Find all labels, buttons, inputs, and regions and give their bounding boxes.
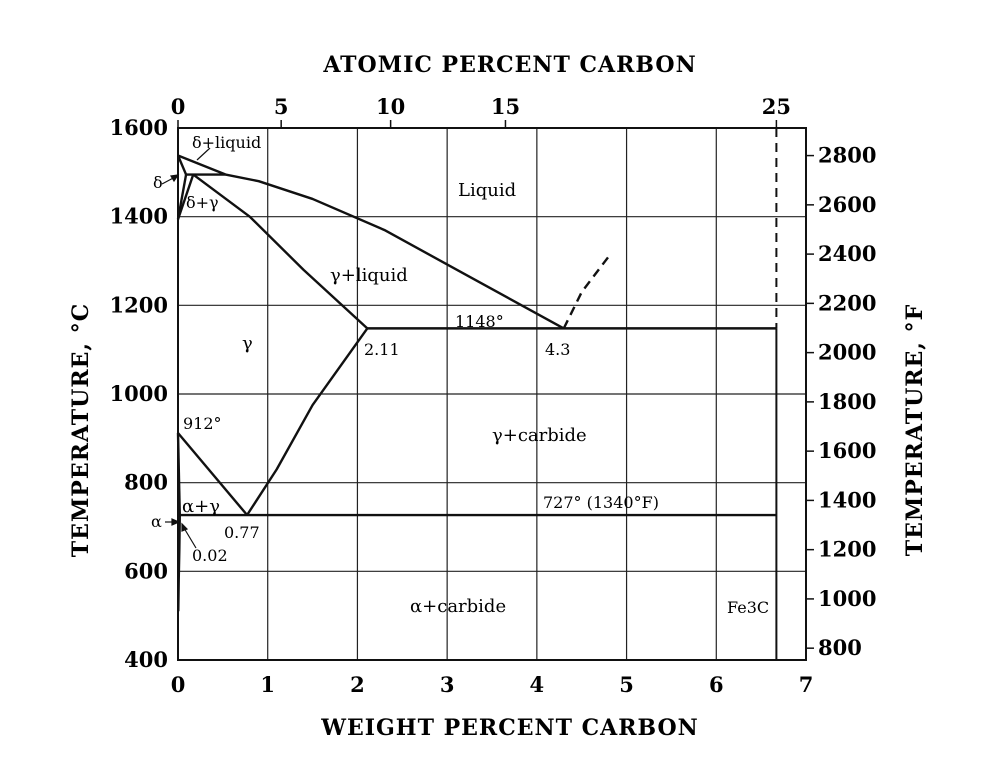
y-tick-label-1200: 1200: [110, 292, 168, 317]
top-axis-title: ATOMIC PERCENT CARBON: [322, 52, 696, 78]
label-2-11: 2.11: [364, 340, 400, 359]
y-tick-label-1000: 1000: [110, 381, 168, 406]
x-tick-label-3: 3: [440, 672, 455, 697]
label-delta-liquid: δ+liquid: [192, 133, 261, 152]
right-tick-label-2400: 2400: [818, 241, 876, 266]
label-gamma: γ: [242, 333, 253, 354]
alpha-arrowhead: [171, 518, 181, 526]
right-tick-label-800: 800: [818, 635, 862, 660]
label-alpha-gamma: α+γ: [182, 496, 220, 517]
label-gamma-carbide: γ+carbide: [492, 425, 587, 446]
label-727: 727° (1340°F): [543, 493, 659, 512]
y-tick-label-800: 800: [124, 470, 168, 495]
right-tick-label-1800: 1800: [818, 389, 876, 414]
series-delta-liquid-lower: [176, 155, 188, 176]
y-tick-label-400: 400: [124, 647, 168, 672]
label-liquid: Liquid: [458, 180, 516, 201]
label-gamma-liquid: γ+liquid: [330, 265, 408, 286]
top-tick-label-25: 25: [762, 94, 791, 119]
y-tick-label-1400: 1400: [110, 204, 168, 229]
right-tick-label-2600: 2600: [818, 192, 876, 217]
top-tick-label-0: 0: [171, 94, 186, 119]
x-tick-label-2: 2: [350, 672, 365, 697]
left-axis-title: TEMPERATURE, °C: [68, 303, 94, 557]
x-tick-label-4: 4: [530, 672, 545, 697]
y-tick-label-1600: 1600: [110, 115, 168, 140]
x-tick-label-6: 6: [709, 672, 724, 697]
series-gamma-boundary: [176, 174, 195, 220]
series-delta-liquid-upper: [177, 154, 226, 176]
label-912: 912°: [183, 414, 222, 433]
label-delta-gamma: δ+γ: [186, 193, 219, 212]
right-tick-label-1600: 1600: [818, 438, 876, 463]
right-tick-label-2000: 2000: [818, 340, 876, 365]
y-tick-label-600: 600: [124, 558, 168, 583]
top-tick-label-15: 15: [491, 94, 520, 119]
right-tick-label-1000: 1000: [818, 586, 876, 611]
x-tick-label-1: 1: [260, 672, 275, 697]
series-solidus: [192, 173, 369, 330]
right-tick-label-1200: 1200: [818, 537, 876, 562]
right-tick-label-2800: 2800: [818, 143, 876, 168]
label-alpha: α: [151, 512, 162, 531]
x-tick-label-5: 5: [619, 672, 634, 697]
top-tick-label-10: 10: [376, 94, 405, 119]
label-alpha-carbide: α+carbide: [410, 596, 506, 617]
x-tick-label-0: 0: [171, 672, 186, 697]
label-1148: 1148°: [455, 312, 504, 331]
zero-two-arrowhead: [181, 522, 189, 532]
label-fe3c: Fe3C: [727, 598, 769, 617]
series-cementite-liquidus: [562, 255, 610, 329]
series-liquidus: [225, 173, 565, 330]
plot-frame: [177, 127, 807, 661]
phase-boundaries: [176, 128, 778, 660]
series-acm: [246, 327, 369, 516]
label-4-3: 4.3: [545, 340, 570, 359]
delta-liquid-arrow: [196, 147, 211, 161]
zero-two-arrow: [183, 527, 197, 549]
grid: [178, 128, 806, 660]
right-tick-label-1400: 1400: [818, 487, 876, 512]
delta-arrowhead: [170, 174, 180, 183]
x-axis-title: WEIGHT PERCENT CARBON: [320, 715, 699, 741]
label-0-02: 0.02: [192, 546, 228, 565]
top-tick-label-5: 5: [274, 94, 289, 119]
series-a3: [177, 432, 248, 516]
annotation-arrows: [161, 147, 211, 549]
label-0-77: 0.77: [224, 523, 260, 542]
x-tick-label-7: 7: [799, 672, 814, 697]
label-delta: δ: [153, 173, 163, 192]
right-axis-title: TEMPERATURE, °F: [902, 304, 928, 557]
right-tick-label-2200: 2200: [818, 290, 876, 315]
